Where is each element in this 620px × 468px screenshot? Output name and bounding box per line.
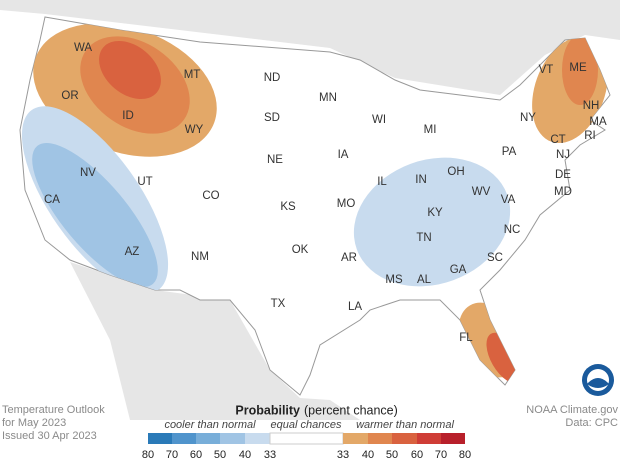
state-label: ME — [569, 62, 587, 74]
cooler-label: cooler than normal — [164, 419, 256, 431]
state-label: DE — [555, 169, 571, 181]
legend-tick-label: 40 — [362, 449, 374, 461]
state-label: MA — [589, 116, 607, 128]
state-label: NC — [504, 224, 521, 236]
state-label: LA — [348, 301, 362, 313]
state-label: MN — [319, 92, 337, 104]
state-label: WA — [74, 42, 92, 54]
state-label: RI — [584, 130, 596, 142]
state-label: KY — [427, 207, 443, 219]
legend-swatch — [368, 433, 392, 444]
noaa-logo — [582, 364, 614, 396]
state-label: UT — [137, 176, 152, 188]
legend-title-note: (percent chance) — [304, 403, 398, 417]
legend-tick-label: 50 — [214, 449, 226, 461]
mexico — [70, 262, 360, 420]
state-label: TX — [271, 298, 286, 310]
legend-tick-label: 33 — [264, 449, 276, 461]
state-label: SD — [264, 112, 280, 124]
state-label: CT — [550, 134, 565, 146]
caption-period: for May 2023 — [2, 417, 66, 429]
state-label: OK — [292, 244, 309, 256]
state-label: AL — [417, 274, 432, 286]
state-label: IN — [415, 174, 427, 186]
state-label: NY — [520, 112, 536, 124]
state-label: NJ — [556, 149, 570, 161]
legend-swatch — [245, 433, 270, 444]
state-label: NM — [191, 251, 209, 263]
legend-swatch — [196, 433, 220, 444]
legend-swatch — [417, 433, 441, 444]
caption-title: Temperature Outlook — [2, 404, 105, 416]
state-label: ND — [264, 72, 281, 84]
state-label: AR — [341, 252, 357, 264]
state-label: VT — [539, 64, 554, 76]
legend: 80 70 60 50 40 33 33 40 50 60 70 80 — [142, 432, 471, 461]
state-label: MO — [337, 198, 356, 210]
cool-area — [32, 143, 158, 287]
state-label: IA — [338, 149, 349, 161]
state-label: AZ — [125, 246, 140, 258]
state-label: WV — [472, 186, 491, 198]
state-label: MS — [385, 274, 403, 286]
state-label: CO — [202, 190, 219, 202]
canada — [0, 0, 620, 95]
legend-swatch — [172, 433, 196, 444]
legend-tick-label: 60 — [411, 449, 423, 461]
state-label: MT — [184, 69, 201, 81]
state-label: MD — [554, 186, 572, 198]
legend-tick-label: 60 — [190, 449, 202, 461]
legend-swatch — [148, 433, 172, 444]
legend-tick-label: 80 — [142, 449, 154, 461]
state-label: PA — [502, 146, 517, 158]
state-label: WY — [185, 124, 204, 136]
state-label: NE — [267, 154, 283, 166]
legend-tick-label: 33 — [337, 449, 349, 461]
warm-area — [99, 40, 161, 100]
legend-tick-label: 70 — [166, 449, 178, 461]
state-label: NV — [80, 167, 96, 179]
state-label: FL — [459, 332, 473, 344]
state-label: TN — [416, 232, 431, 244]
equal-label: equal chances — [271, 419, 342, 431]
caption-issued: Issued 30 Apr 2023 — [2, 430, 97, 442]
legend-swatch — [392, 433, 417, 444]
state-label: IL — [377, 176, 387, 188]
warm-area — [486, 332, 524, 384]
source: Data: CPC — [565, 417, 618, 429]
legend-swatch — [343, 433, 368, 444]
state-label: VA — [501, 194, 516, 206]
legend-swatch — [269, 432, 344, 445]
cool-area — [353, 157, 511, 287]
state-label: NH — [583, 100, 600, 112]
legend-title: Probability — [235, 403, 300, 417]
state-label: WI — [372, 114, 386, 126]
state-label: MI — [424, 124, 437, 136]
credit: NOAA Climate.gov — [526, 404, 618, 416]
state-label: SC — [487, 252, 503, 264]
state-label: CA — [44, 194, 60, 206]
state-label: OH — [447, 166, 464, 178]
warmer-label: warmer than normal — [356, 419, 454, 431]
state-label: OR — [61, 90, 78, 102]
state-label: ID — [122, 110, 134, 122]
state-labels: WA OR ID MT WY NV CA UT AZ CO NM ND SD NE KS OK TX MN IA MO… — [44, 42, 607, 344]
legend-tick-label: 70 — [435, 449, 447, 461]
legend-tick-label: 50 — [386, 449, 398, 461]
legend-swatch — [441, 433, 465, 444]
state-label: GA — [450, 264, 467, 276]
warm-area — [562, 35, 598, 105]
legend-tick-label: 40 — [239, 449, 251, 461]
legend-tick-label: 80 — [459, 449, 471, 461]
state-label: KS — [280, 201, 296, 213]
legend-swatch — [220, 433, 245, 444]
